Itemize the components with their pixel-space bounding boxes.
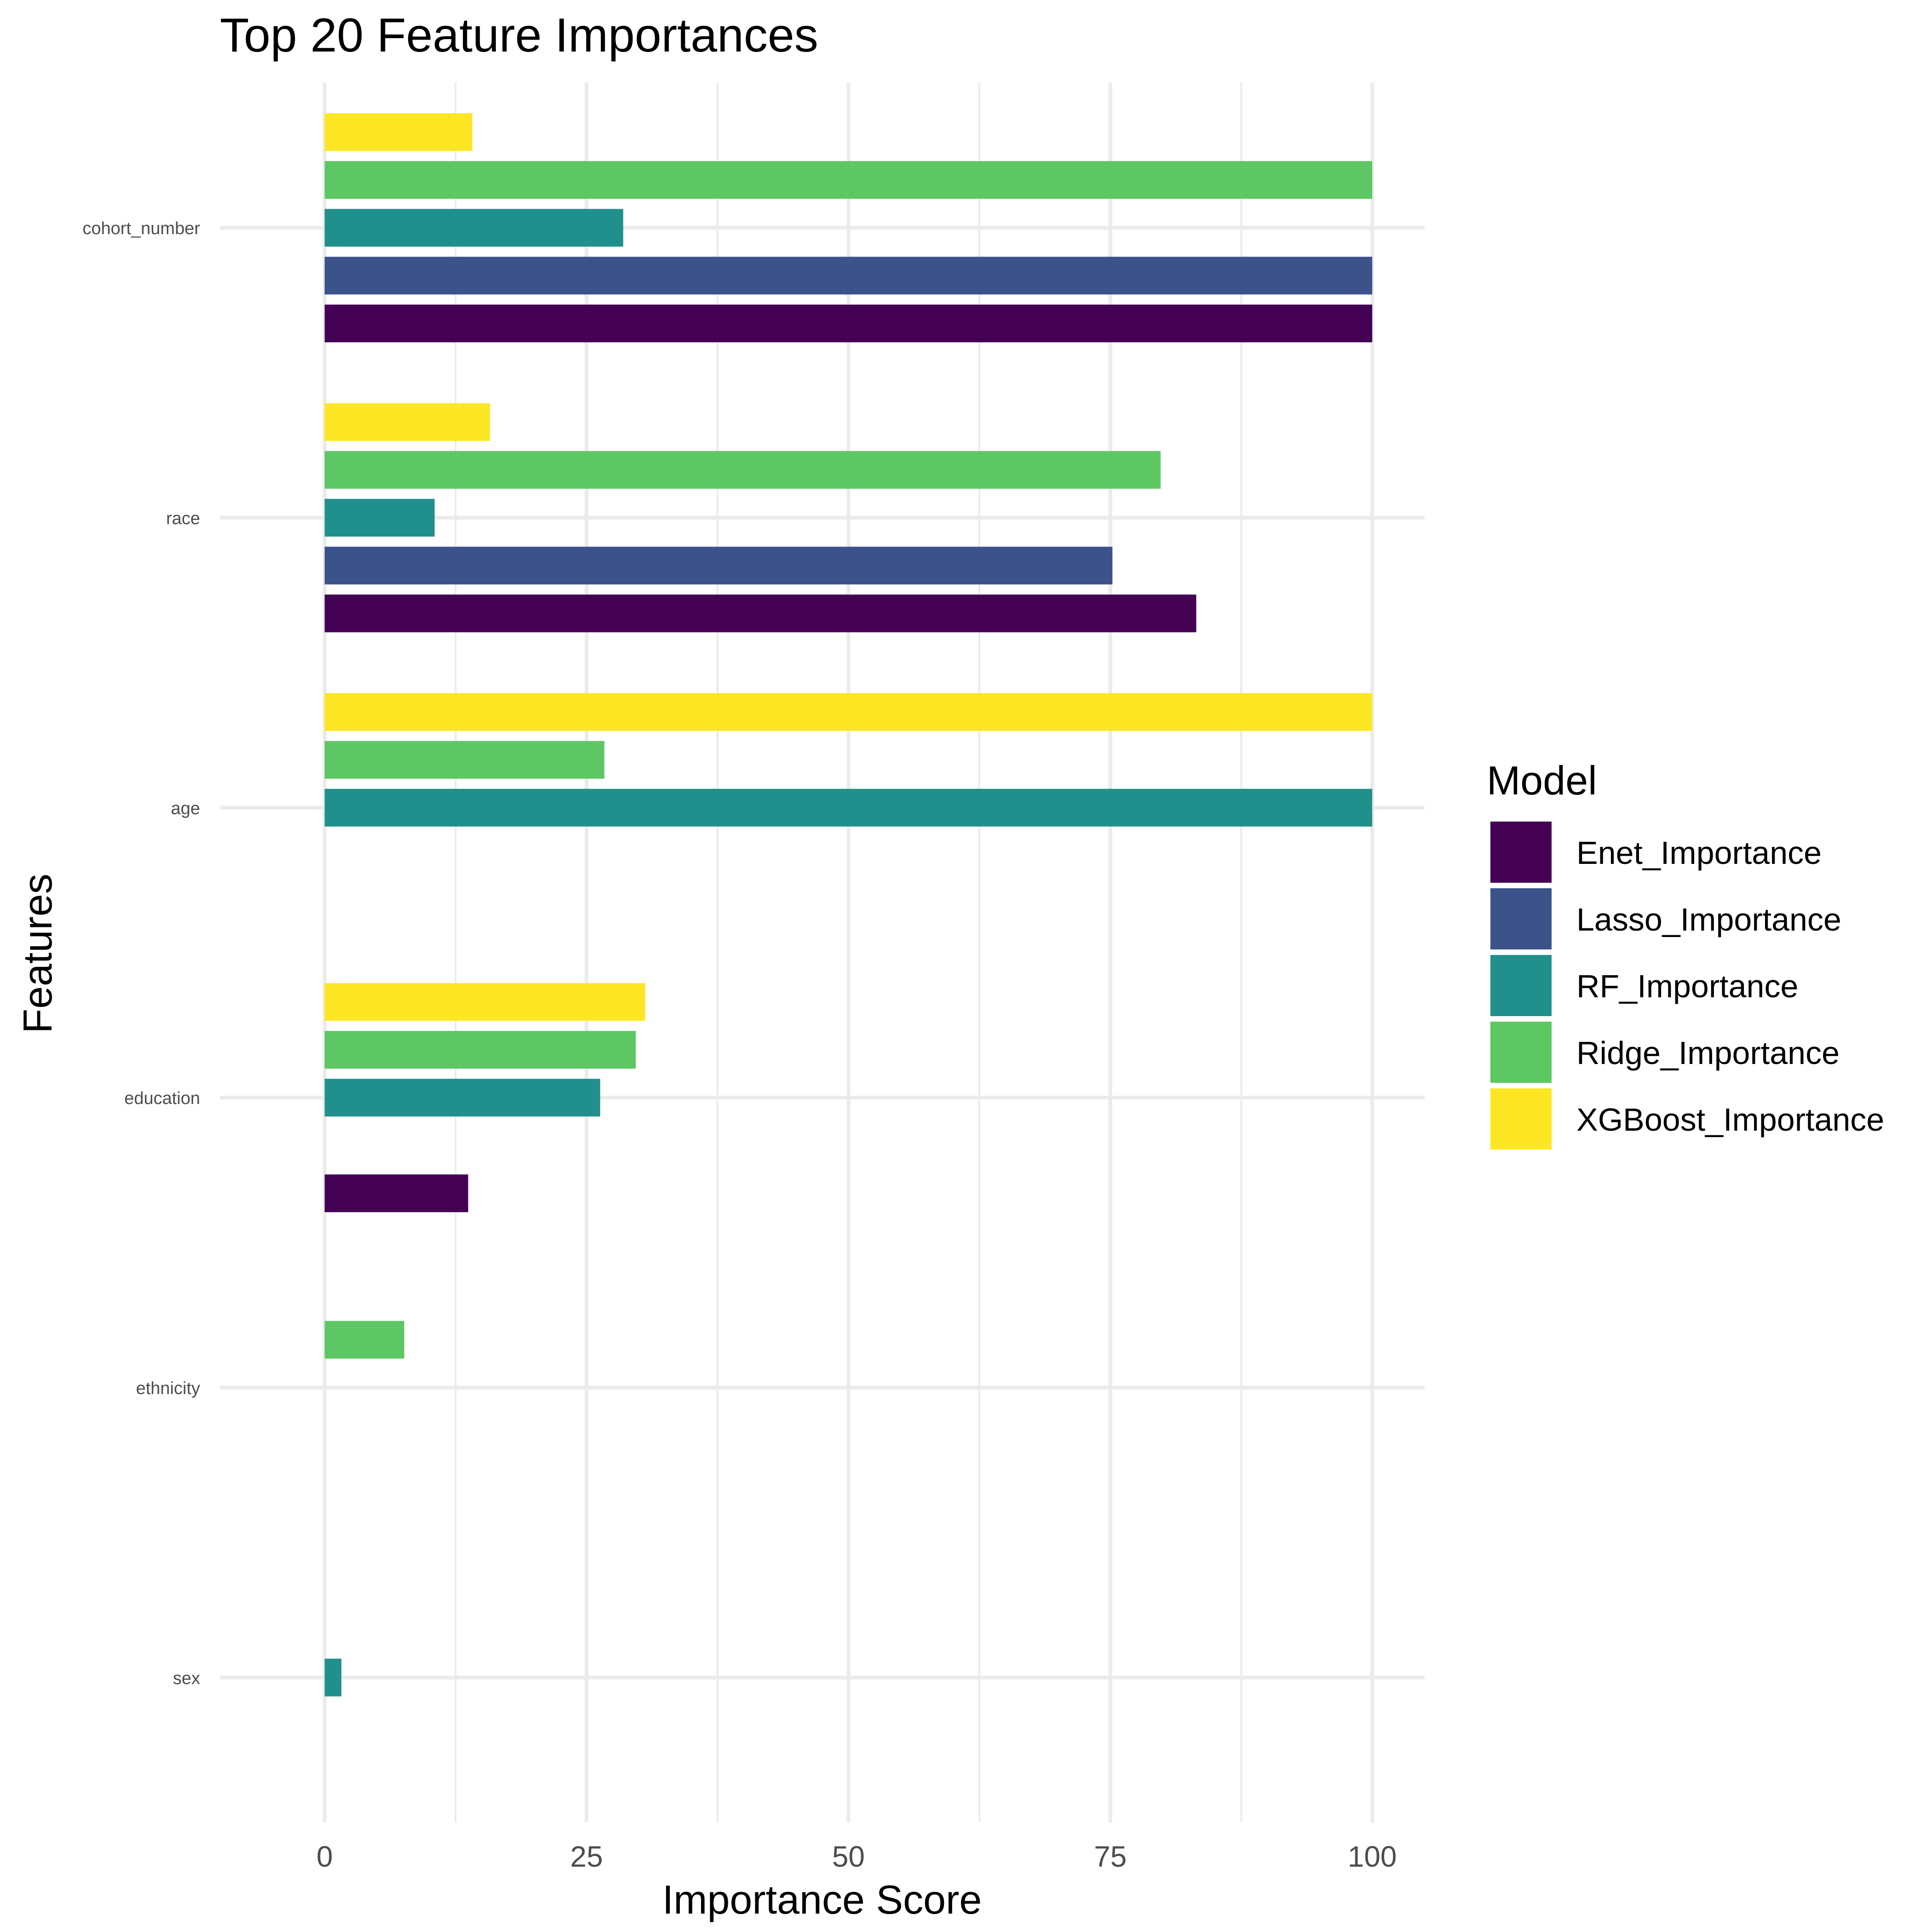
bar-education-Enet_Importance xyxy=(324,1174,468,1213)
bar-race-Enet_Importance xyxy=(324,594,1196,632)
y-tick-label: education xyxy=(124,1089,200,1108)
bar-cohort_number-RF_Importance xyxy=(324,209,623,247)
legend-label: Enet_Importance xyxy=(1576,835,1822,871)
grid-lines xyxy=(220,83,1425,1823)
legend-title: Model xyxy=(1487,758,1597,803)
bar-cohort_number-Ridge_Importance xyxy=(324,161,1373,199)
bar-race-XGBoost_Importance xyxy=(324,403,490,441)
bar-cohort_number-Lasso_Importance xyxy=(324,257,1373,295)
x-tick-label: 50 xyxy=(832,1840,865,1873)
bar-cohort_number-Enet_Importance xyxy=(324,305,1373,343)
y-tick-label: cohort_number xyxy=(82,219,200,238)
y-tick-label: race xyxy=(166,509,200,529)
legend-label: Ridge_Importance xyxy=(1576,1035,1840,1071)
x-tick-label: 100 xyxy=(1348,1840,1397,1873)
bar-sex-RF_Importance xyxy=(324,1658,342,1696)
bar-education-RF_Importance xyxy=(324,1079,600,1117)
x-tick-label: 75 xyxy=(1094,1840,1127,1873)
bars xyxy=(324,113,1373,1696)
x-tick-label: 25 xyxy=(570,1840,603,1873)
legend-swatch xyxy=(1490,888,1552,949)
chart-title: Top 20 Feature Importances xyxy=(220,9,818,62)
bar-education-Ridge_Importance xyxy=(324,1031,636,1069)
y-tick-label: sex xyxy=(173,1669,200,1688)
bar-ethnicity-Ridge_Importance xyxy=(324,1321,404,1359)
bar-age-RF_Importance xyxy=(324,788,1373,827)
legend-swatch xyxy=(1490,955,1552,1016)
y-axis-title: Features xyxy=(15,874,60,1033)
legend-swatch xyxy=(1490,1088,1552,1150)
legend-label: RF_Importance xyxy=(1576,968,1798,1004)
bar-race-Lasso_Importance xyxy=(324,546,1113,585)
bar-cohort_number-XGBoost_Importance xyxy=(324,113,472,151)
x-tick-label: 0 xyxy=(316,1840,333,1873)
legend-label: Lasso_Importance xyxy=(1576,902,1841,937)
x-tick-labels: 0 25 50 75 100 xyxy=(316,1840,1397,1873)
bar-age-XGBoost_Importance xyxy=(324,693,1373,731)
y-tick-label: ethnicity xyxy=(136,1379,200,1398)
bar-age-Ridge_Importance xyxy=(324,741,604,779)
legend-swatch xyxy=(1490,822,1552,883)
bar-education-XGBoost_Importance xyxy=(324,983,645,1021)
x-axis-title: Importance Score xyxy=(662,1877,982,1922)
y-tick-label: age xyxy=(171,799,200,818)
bar-race-Ridge_Importance xyxy=(324,451,1161,489)
legend-swatch xyxy=(1490,1022,1552,1083)
bar-race-RF_Importance xyxy=(324,499,435,537)
legend-label: XGBoost_Importance xyxy=(1576,1102,1884,1138)
legend: Model Enet_Importance Lasso_Importance RF_… xyxy=(1487,758,1884,1150)
